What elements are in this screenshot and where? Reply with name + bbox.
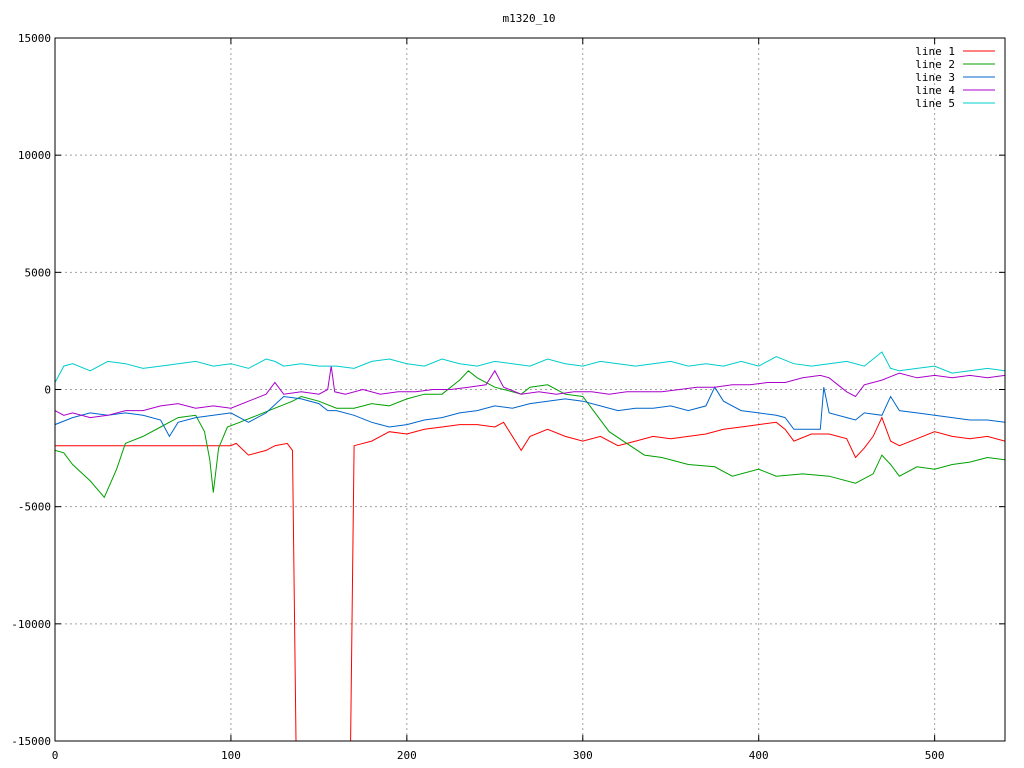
x-tick-label: 100 <box>221 749 241 762</box>
series-line-2 <box>55 370 1005 499</box>
grid-layer <box>55 38 1005 741</box>
legend-label-2: line 2 <box>915 58 955 71</box>
y-tick-label: 5000 <box>25 266 52 279</box>
y-tick-label: 10000 <box>18 149 51 162</box>
series-line-4 <box>55 366 1005 419</box>
legend-label-3: line 3 <box>915 71 955 84</box>
x-tick-label: 500 <box>925 749 945 762</box>
x-tick-label: 300 <box>573 749 593 762</box>
series-line-3 <box>55 386 1005 438</box>
x-tick-label: 400 <box>749 749 769 762</box>
chart-title: m1320_10 <box>503 12 556 25</box>
legend-label-4: line 4 <box>915 84 955 97</box>
y-tick-label: 0 <box>44 384 51 397</box>
x-tick-label: 200 <box>397 749 417 762</box>
x-tick-label: 0 <box>52 749 59 762</box>
tick-layer: -15000 -10000 -5000 0 5000 10000 15000 0 100 200 3… <box>11 32 1005 762</box>
y-tick-label: -5000 <box>18 501 51 514</box>
y-tick-label: 15000 <box>18 32 51 45</box>
series-line-1 <box>55 416 1005 741</box>
series-line-5 <box>55 351 1005 383</box>
legend-label-5: line 5 <box>915 97 955 110</box>
y-tick-label: -15000 <box>11 735 51 748</box>
legend-label-1: line 1 <box>915 45 955 58</box>
y-tick-label: -10000 <box>11 618 51 631</box>
series-layer <box>55 351 1005 741</box>
